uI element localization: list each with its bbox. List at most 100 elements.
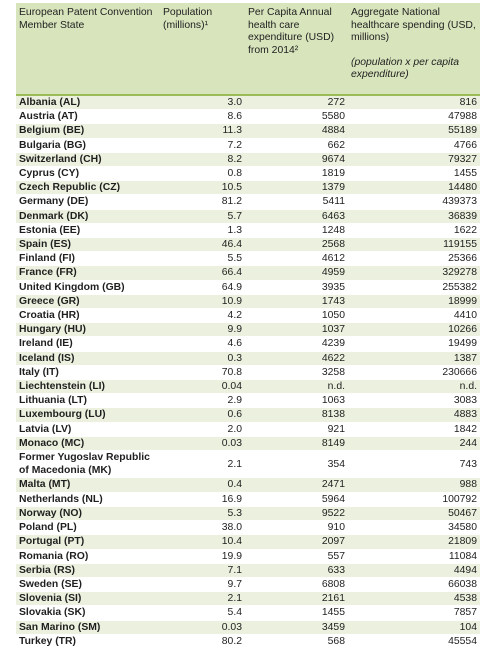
table-row: San Marino (SM) 0.03 3459 104	[16, 620, 480, 635]
value-cell: 46.4	[160, 237, 245, 253]
value-cell: 557	[245, 549, 348, 564]
table-row: Switzerland (CH) 8.2 9674 79327	[16, 152, 480, 168]
value-cell: 2.9	[160, 393, 245, 409]
value-cell: 2471	[245, 477, 348, 493]
country-cell: Netherlands (NL)	[16, 492, 160, 507]
value-cell: 4766	[348, 138, 480, 153]
country-cell: Greece (GR)	[16, 294, 160, 310]
table-row: Serbia (RS) 7.1 633 4494	[16, 563, 480, 578]
country-cell: Slovakia (SK)	[16, 605, 160, 621]
value-cell: 4.2	[160, 308, 245, 324]
value-cell: 988	[348, 477, 480, 493]
country-cell: Lithuania (LT)	[16, 393, 160, 409]
value-cell: 1842	[348, 422, 480, 437]
value-cell: 47988	[348, 109, 480, 125]
value-cell: 11.3	[160, 123, 245, 139]
country-cell: Albania (AL)	[16, 95, 160, 111]
value-cell: 0.6	[160, 407, 245, 423]
value-cell: 55189	[348, 123, 480, 139]
country-cell: France (FR)	[16, 265, 160, 281]
value-cell: 1455	[245, 605, 348, 621]
value-cell: 66038	[348, 577, 480, 593]
value-cell: 244	[348, 436, 480, 452]
table-row: Finland (FI) 5.5 4612 25366	[16, 251, 480, 267]
value-cell: 3.0	[160, 95, 245, 111]
value-cell: 5.4	[160, 605, 245, 621]
value-cell: 329278	[348, 265, 480, 281]
value-cell: 100792	[348, 492, 480, 507]
value-cell: 119155	[348, 237, 480, 253]
country-cell: Belgium (BE)	[16, 123, 160, 139]
value-cell: 921	[245, 422, 348, 437]
value-cell: 45554	[348, 634, 480, 649]
value-cell: 7.1	[160, 563, 245, 578]
value-cell: 4959	[245, 265, 348, 281]
value-cell: 0.03	[160, 620, 245, 635]
table-row: United Kingdom (GB) 64.9 3935 255382	[16, 280, 480, 295]
value-cell: 354	[245, 450, 348, 479]
table-row: Former Yugoslav Republic of Macedonia (M…	[16, 450, 480, 479]
value-cell: 8138	[245, 407, 348, 423]
table-row: France (FR) 66.4 4959 329278	[16, 265, 480, 281]
table-row: Germany (DE) 81.2 5411 439373	[16, 194, 480, 210]
table-row: Romania (RO) 19.9 557 11084	[16, 549, 480, 564]
table-row: Austria (AT) 8.6 5580 47988	[16, 109, 480, 125]
table-row: Spain (ES) 46.4 2568 119155	[16, 237, 480, 253]
country-cell: United Kingdom (GB)	[16, 280, 160, 295]
value-cell: 4.6	[160, 336, 245, 352]
country-cell: Cyprus (CY)	[16, 166, 160, 182]
table-row: Iceland (IS) 0.3 4622 1387	[16, 351, 480, 366]
table-row: Malta (MT) 0.4 2471 988	[16, 477, 480, 493]
value-cell: 81.2	[160, 194, 245, 210]
table-row: Lithuania (LT) 2.9 1063 3083	[16, 393, 480, 409]
country-cell: Croatia (HR)	[16, 308, 160, 324]
value-cell: 5580	[245, 109, 348, 125]
value-cell: 1622	[348, 223, 480, 239]
table-row: Bulgaria (BG) 7.2 662 4766	[16, 138, 480, 153]
header-cell: Aggregate National healthcare spending (…	[348, 3, 480, 96]
country-cell: Bulgaria (BG)	[16, 138, 160, 153]
country-cell: San Marino (SM)	[16, 620, 160, 635]
value-cell: 34580	[348, 520, 480, 536]
value-cell: 25366	[348, 251, 480, 267]
country-cell: Poland (PL)	[16, 520, 160, 536]
table-row: Estonia (EE) 1.3 1248 1622	[16, 223, 480, 239]
value-cell: 10.5	[160, 180, 245, 196]
value-cell: 9.9	[160, 322, 245, 338]
value-cell: 7857	[348, 605, 480, 621]
value-cell: 16.9	[160, 492, 245, 507]
value-cell: 5.7	[160, 209, 245, 224]
value-cell: 2097	[245, 534, 348, 550]
country-cell: Finland (FI)	[16, 251, 160, 267]
country-cell: Liechtenstein (LI)	[16, 379, 160, 395]
value-cell: 10.4	[160, 534, 245, 550]
value-cell: 2568	[245, 237, 348, 253]
value-cell: 1.3	[160, 223, 245, 239]
value-cell: 4538	[348, 591, 480, 607]
value-cell: 272	[245, 95, 348, 111]
value-cell: 0.3	[160, 351, 245, 366]
table-row: Denmark (DK) 5.7 6463 36839	[16, 209, 480, 224]
value-cell: 1455	[348, 166, 480, 182]
value-cell: 21809	[348, 534, 480, 550]
country-cell: Romania (RO)	[16, 549, 160, 564]
table-row: Czech Republic (CZ) 10.5 1379 14480	[16, 180, 480, 196]
country-cell: Serbia (RS)	[16, 563, 160, 578]
value-cell: 104	[348, 620, 480, 635]
table-row: Norway (NO) 5.3 9522 50467	[16, 506, 480, 522]
table-row: Portugal (PT) 10.4 2097 21809	[16, 534, 480, 550]
value-cell: 4410	[348, 308, 480, 324]
value-cell: 9674	[245, 152, 348, 168]
value-cell: 3258	[245, 365, 348, 381]
value-cell: 816	[348, 95, 480, 111]
table-row: Italy (IT) 70.8 3258 230666	[16, 365, 480, 381]
table-row: Netherlands (NL) 16.9 5964 100792	[16, 492, 480, 507]
header-cell: Population (millions)¹	[160, 3, 245, 96]
table-row: Belgium (BE) 11.3 4884 55189	[16, 123, 480, 139]
value-cell: 1819	[245, 166, 348, 182]
value-cell: 5.5	[160, 251, 245, 267]
table-row: Hungary (HU) 9.9 1037 10266	[16, 322, 480, 338]
country-cell: Ireland (IE)	[16, 336, 160, 352]
table-row: Ireland (IE) 4.6 4239 19499	[16, 336, 480, 352]
value-cell: 8.2	[160, 152, 245, 168]
